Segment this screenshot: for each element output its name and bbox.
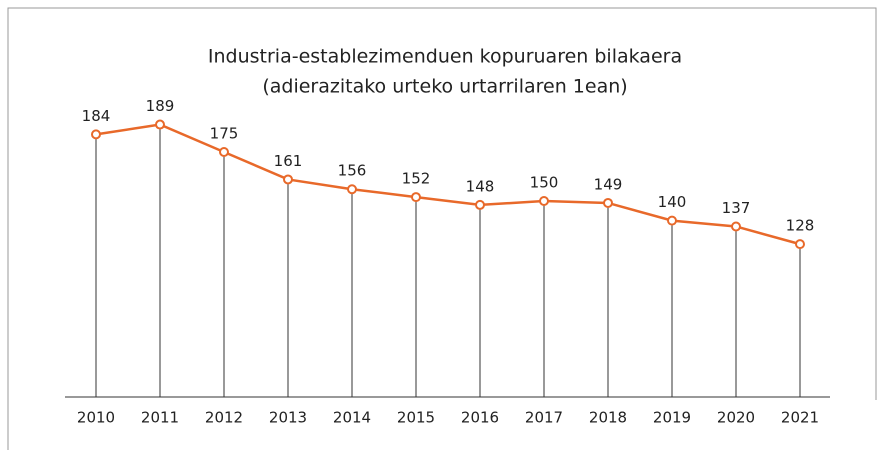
x-tick-label: 2020: [717, 409, 755, 427]
x-tick-label: 2019: [653, 409, 691, 427]
data-label: 140: [658, 193, 687, 211]
point: [347, 184, 357, 195]
x-tick-label: 2017: [525, 409, 563, 427]
x-tick-label: 2013: [269, 409, 307, 427]
data-label: 156: [338, 162, 367, 180]
x-tick-label: 2014: [333, 409, 371, 427]
data-label: 150: [530, 174, 559, 192]
x-tick-label: 2021: [781, 409, 819, 427]
x-tick-label: 2010: [77, 409, 115, 427]
data-label: 184: [82, 107, 111, 125]
point: [155, 119, 165, 130]
point: [603, 197, 613, 208]
point: [667, 215, 677, 226]
point: [795, 239, 805, 250]
chart-subtitle: (adierazitako urteko urtarrilaren 1ean): [262, 76, 627, 98]
x-tick-label: 2018: [589, 409, 627, 427]
data-label: 149: [594, 175, 623, 193]
x-tick-label: 2016: [461, 409, 499, 427]
x-tick-label: 2011: [141, 409, 179, 427]
data-label: 128: [786, 217, 815, 235]
point: [283, 174, 293, 185]
data-label: 175: [210, 125, 239, 143]
x-tick-label: 2015: [397, 409, 435, 427]
data-label: 161: [274, 152, 303, 170]
point: [475, 199, 485, 210]
point: [219, 147, 229, 157]
data-label: 137: [722, 199, 751, 217]
data-label: 148: [466, 177, 495, 195]
frame: [7, 7, 877, 450]
data-label: 152: [402, 170, 431, 188]
point: [91, 129, 101, 140]
point: [539, 196, 549, 206]
x-tick-label: 2012: [205, 409, 243, 427]
chart-title: Industria-establezimenduen kopuruaren bi…: [208, 46, 682, 68]
data-label: 189: [146, 97, 175, 115]
data-line: [95, 123, 801, 246]
point: [731, 221, 741, 232]
point: [411, 192, 421, 203]
